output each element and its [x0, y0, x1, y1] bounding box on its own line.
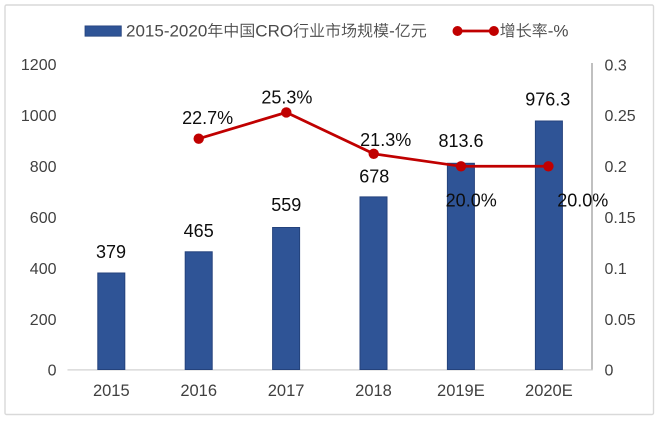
- svg-text:379: 379: [96, 242, 126, 262]
- svg-text:976.3: 976.3: [525, 89, 570, 109]
- svg-text:25.3%: 25.3%: [261, 87, 312, 107]
- svg-text:400: 400: [30, 261, 57, 278]
- svg-text:200: 200: [30, 312, 57, 329]
- svg-text:2017: 2017: [268, 382, 305, 400]
- svg-text:2016: 2016: [180, 382, 217, 400]
- svg-text:22.7%: 22.7%: [182, 108, 233, 128]
- svg-text:2019E: 2019E: [437, 382, 485, 400]
- svg-text:21.3%: 21.3%: [360, 130, 411, 150]
- svg-text:465: 465: [184, 221, 214, 241]
- svg-text:0: 0: [605, 362, 614, 379]
- svg-text:2018: 2018: [355, 382, 392, 400]
- svg-text:1200: 1200: [21, 57, 57, 74]
- svg-text:0.25: 0.25: [605, 108, 636, 125]
- svg-text:2020E: 2020E: [525, 382, 573, 400]
- svg-text:0: 0: [48, 362, 57, 379]
- svg-text:1000: 1000: [21, 108, 57, 125]
- svg-text:559: 559: [271, 195, 301, 215]
- svg-text:0.15: 0.15: [605, 210, 636, 227]
- svg-text:813.6: 813.6: [438, 131, 483, 151]
- svg-text:0.2: 0.2: [605, 159, 627, 176]
- svg-text:20.0%: 20.0%: [557, 190, 608, 210]
- svg-text:0.05: 0.05: [605, 312, 636, 329]
- svg-text:0.1: 0.1: [605, 261, 627, 278]
- svg-text:0.3: 0.3: [605, 58, 627, 75]
- svg-text:678: 678: [359, 166, 389, 186]
- svg-text:800: 800: [30, 159, 57, 176]
- svg-text:2015-2020: 2015-2020: [126, 21, 207, 40]
- svg-text:2015: 2015: [93, 382, 130, 400]
- svg-text:-%: -%: [548, 21, 569, 40]
- svg-text:-: -: [389, 21, 395, 40]
- svg-text:600: 600: [30, 210, 57, 227]
- svg-text:20.0%: 20.0%: [446, 190, 497, 210]
- svg-text:CRO: CRO: [255, 21, 293, 40]
